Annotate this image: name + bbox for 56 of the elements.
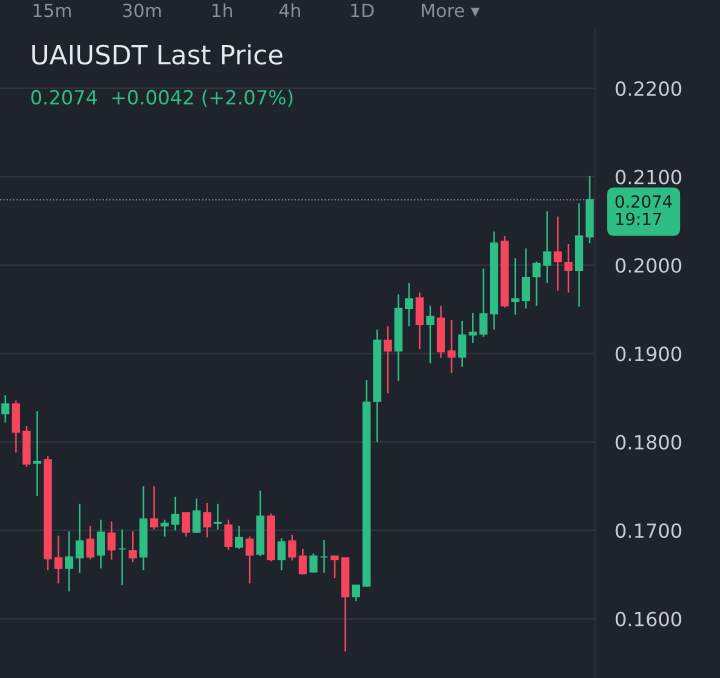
- candlestick: [246, 536, 254, 584]
- candlestick: [405, 282, 414, 327]
- candlestick: [76, 503, 84, 574]
- text: 4h: [279, 3, 300, 17]
- candlestick: [448, 319, 456, 374]
- candlestick: [543, 210, 552, 284]
- candlestick: [426, 305, 434, 364]
- candlestick: [1, 394, 10, 424]
- candlestick: [33, 410, 42, 497]
- candlestick: [171, 496, 180, 532]
- y-tick-label: 0.2000: [616, 258, 682, 273]
- text: More ▾: [422, 4, 480, 18]
- text: 1h: [212, 3, 232, 17]
- candlestick: [192, 498, 201, 534]
- candlestick: [522, 248, 530, 310]
- y-tick-label: 0.1700: [616, 523, 682, 538]
- candlestick: [532, 260, 541, 307]
- candlestick: [108, 520, 116, 560]
- y-tick-label: 0.1900: [616, 346, 682, 362]
- candlestick: [278, 538, 286, 571]
- candlestick: [288, 534, 296, 562]
- candlestick: [352, 584, 360, 602]
- ref-line-label: 0.2074 19:17: [616, 195, 672, 226]
- text: 15m: [34, 4, 71, 18]
- candlestick: [564, 243, 572, 294]
- candlestick: [118, 528, 126, 586]
- candlestick: [458, 320, 466, 368]
- candlestick: [224, 518, 232, 551]
- y-tick-label: 0.2200: [616, 81, 682, 96]
- text: 1D: [351, 4, 374, 17]
- candlestick: [203, 502, 212, 538]
- candlestick: [128, 530, 137, 563]
- y-tick-label: 0.1800: [616, 434, 682, 450]
- candlestick: [86, 525, 94, 560]
- candlestick: [54, 534, 62, 584]
- candlestick: [320, 539, 328, 574]
- candlestick: [235, 525, 244, 550]
- candlestick: [479, 268, 488, 338]
- candlestick: [160, 518, 169, 538]
- text: 0.2074 +0.0042 (+2.07%): [31, 90, 292, 107]
- candlestick: [182, 512, 190, 538]
- candlestick: [65, 530, 74, 592]
- candlestick: [468, 312, 477, 344]
- y-tick-label: 0.2100: [616, 170, 682, 184]
- candlestick: [214, 503, 222, 530]
- candlestick: [150, 485, 158, 530]
- y-tick-label: 0.1600: [616, 612, 682, 626]
- candlestick: [298, 548, 307, 576]
- text: 30m: [123, 4, 161, 18]
- candlestick: [96, 518, 105, 570]
- candlestick: [330, 555, 339, 579]
- candlestick: [309, 552, 318, 574]
- chart-title: UAIUSDT Last Price: [32, 44, 282, 65]
- candlestick: [554, 216, 562, 292]
- candlestick: [511, 257, 520, 316]
- candlestick: [384, 325, 392, 394]
